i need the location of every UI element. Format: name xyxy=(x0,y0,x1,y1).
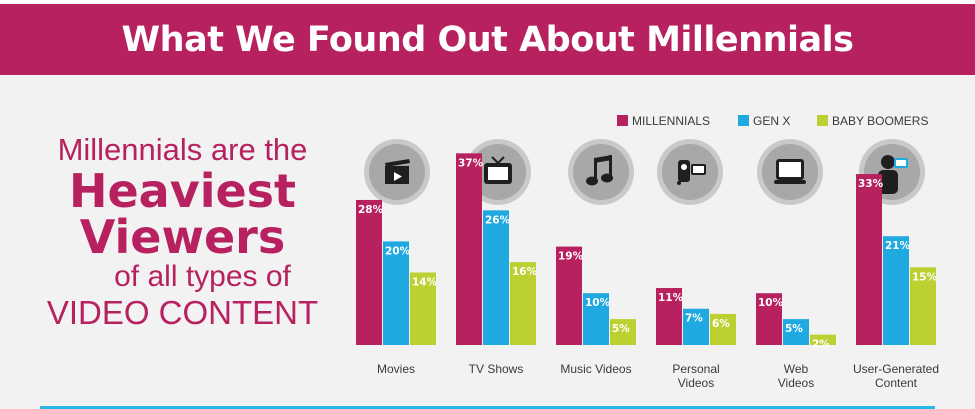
category-label: TV Shows xyxy=(469,362,524,376)
category-label: Content xyxy=(875,376,918,390)
bar-value-label: 26% xyxy=(485,214,511,226)
category-label: Movies xyxy=(377,362,415,376)
headline-block: Millennials are the Heaviest Viewers of … xyxy=(20,132,345,332)
category-label: User-Generated xyxy=(853,362,939,376)
legend-label: BABY BOOMERS xyxy=(832,114,928,128)
category-label: Personal xyxy=(672,362,719,376)
bar xyxy=(583,293,609,345)
headline-line-1: Millennials are the xyxy=(57,132,308,167)
bar-value-label: 5% xyxy=(612,323,630,335)
bar-value-label: 28% xyxy=(358,204,384,216)
bar xyxy=(883,236,909,345)
headline-line-4: of all types of xyxy=(114,260,291,293)
headline-viewers: Viewers xyxy=(79,210,286,264)
bar xyxy=(783,319,809,345)
header-banner: What We Found Out About Millennials xyxy=(0,4,975,75)
bar-value-label: 16% xyxy=(512,266,538,278)
page-title: What We Found Out About Millennials xyxy=(121,19,854,60)
bar xyxy=(456,153,482,345)
bar xyxy=(910,267,936,345)
bar-value-label: 7% xyxy=(685,313,703,325)
category-label: Videos xyxy=(778,376,814,390)
bottom-divider xyxy=(40,406,935,409)
bar xyxy=(756,293,782,345)
bar xyxy=(656,288,682,345)
headline-heaviest: Heaviest xyxy=(68,164,297,218)
person-camera-icon xyxy=(878,155,908,194)
bar-value-label: 6% xyxy=(712,318,730,330)
bar-value-label: 14% xyxy=(412,276,438,288)
bar xyxy=(383,241,409,345)
category-label: Music Videos xyxy=(560,362,631,376)
bar-value-label: 11% xyxy=(658,292,684,304)
bar xyxy=(710,313,736,345)
bar xyxy=(410,272,436,345)
bar-value-label: 2% xyxy=(812,339,830,351)
legend-swatch xyxy=(617,115,628,126)
clapperboard-icon xyxy=(385,159,410,184)
bar xyxy=(683,308,709,345)
bar xyxy=(356,199,382,345)
bar-value-label: 19% xyxy=(558,251,584,263)
bar-value-label: 15% xyxy=(912,271,938,283)
bar-value-label: 10% xyxy=(585,297,611,309)
music-note-icon xyxy=(586,155,613,186)
bar-value-label: 21% xyxy=(885,240,911,252)
laptop-icon xyxy=(774,159,806,184)
legend-swatch xyxy=(817,115,828,126)
bar xyxy=(856,174,882,345)
category-label: Videos xyxy=(678,376,714,390)
bar xyxy=(810,334,836,345)
bar-value-label: 33% xyxy=(858,178,884,190)
bar xyxy=(610,319,636,345)
bar xyxy=(510,262,536,345)
bar-value-label: 10% xyxy=(758,297,784,309)
icon-circle-inner xyxy=(573,144,629,200)
camcorder-icon xyxy=(677,160,706,185)
bar xyxy=(556,246,582,345)
legend-swatch xyxy=(738,115,749,126)
bar-value-label: 5% xyxy=(785,323,803,335)
bar-value-label: 20% xyxy=(385,245,411,257)
bar-value-label: 37% xyxy=(458,157,484,169)
headline-line-5: VIDEO CONTENT xyxy=(46,294,319,331)
bar xyxy=(483,210,509,345)
category-label: Web xyxy=(784,362,809,376)
top-strip xyxy=(0,0,975,4)
legend-label: MILLENNIALS xyxy=(632,114,710,128)
legend-label: GEN X xyxy=(753,114,790,128)
tv-icon xyxy=(484,156,512,184)
